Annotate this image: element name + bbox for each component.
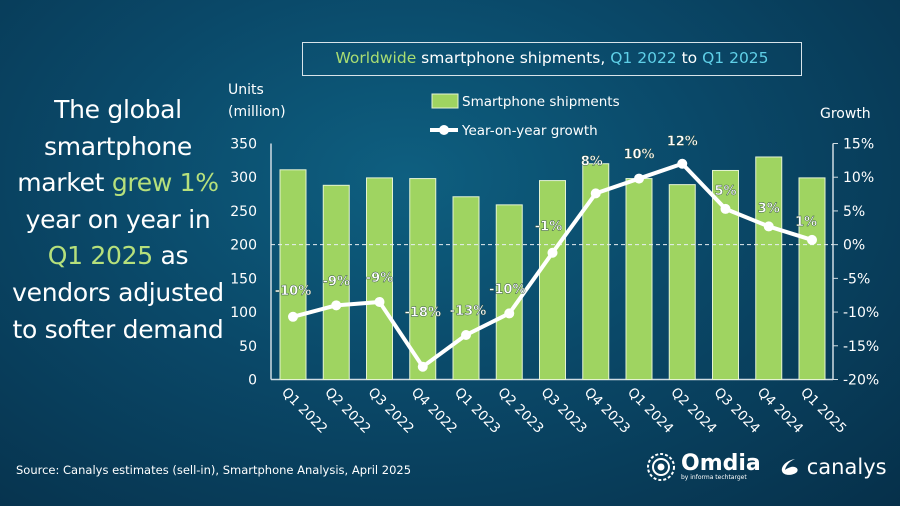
growth-point — [590, 188, 601, 199]
left-tick-label: 50 — [239, 339, 257, 355]
x-tick-label: Q1 2025 — [797, 385, 849, 437]
growth-data-label: -18% — [404, 306, 441, 321]
x-tick-label: Q1 2024 — [624, 385, 676, 437]
legend-line-marker — [439, 125, 449, 135]
headline-text: The global smartphone market — [17, 95, 192, 198]
x-tick-label: Q2 2023 — [494, 385, 546, 437]
growth-data-label: 1% — [795, 215, 817, 230]
x-tick-label: Q1 2023 — [451, 385, 503, 437]
growth-data-label: -13% — [450, 304, 487, 319]
growth-point — [374, 296, 385, 307]
legend-bar-swatch — [431, 93, 459, 109]
source-note: Source: Canalys estimates (sell-in), Sma… — [16, 463, 412, 477]
growth-data-label: -9% — [323, 274, 350, 289]
omdia-logo: Omdia by informa techtarget — [646, 452, 761, 482]
right-axis-title: Growth — [820, 106, 871, 122]
right-tick-label: 5% — [843, 204, 865, 220]
title-part: Q1 2025 — [702, 49, 769, 67]
omdia-wordmark: Omdia — [681, 450, 761, 476]
title-part: Worldwide — [335, 49, 417, 67]
chart-title: Worldwide smartphone shipments, Q1 2022 … — [302, 42, 802, 76]
growth-data-label: -10% — [489, 282, 526, 297]
growth-point — [677, 158, 688, 169]
logos: Omdia by informa techtarget canalys — [646, 452, 887, 482]
left-tick-label: 300 — [230, 170, 257, 186]
x-tick-label: Q4 2023 — [581, 385, 633, 437]
headline-highlight-quarter: Q1 2025 — [47, 241, 153, 271]
growth-point — [417, 361, 428, 372]
left-tick-label: 150 — [230, 271, 257, 287]
title-part: Q1 2022 — [610, 49, 677, 67]
left-tick-label: 100 — [230, 305, 257, 321]
bar-q1-2022 — [279, 169, 307, 380]
legend-label-shipments: Smartphone shipments — [462, 94, 620, 110]
right-tick-label: -20% — [843, 373, 879, 389]
headline-text: as vendors adjusted to softer demand — [12, 241, 224, 344]
x-tick-label: Q2 2022 — [321, 385, 373, 437]
right-tick-label: 10% — [843, 170, 874, 186]
x-tick-label: Q1 2022 — [278, 385, 330, 437]
right-tick-label: -5% — [843, 271, 870, 287]
canalys-icon — [781, 459, 798, 475]
growth-point — [331, 300, 342, 311]
growth-point — [720, 203, 731, 214]
growth-point — [634, 173, 644, 184]
bar-q4-2022 — [409, 178, 437, 380]
x-tick-label: Q3 2022 — [365, 385, 417, 437]
left-tick-label: 350 — [230, 137, 257, 153]
omdia-icon — [647, 453, 675, 481]
bar-q1-2025 — [798, 177, 826, 380]
bar-q2-2024 — [668, 184, 696, 380]
bar-q3-2023 — [539, 180, 566, 380]
bar-q2-2023 — [495, 204, 523, 380]
x-tick-label: Q3 2024 — [711, 385, 763, 437]
left-axis-title: Units — [228, 82, 264, 98]
canalys-logo: canalys — [779, 455, 887, 479]
growth-data-label: 8% — [581, 154, 603, 169]
title-part: to — [676, 49, 703, 67]
bar-q4-2023 — [582, 163, 610, 380]
bar-q4-2024 — [755, 156, 783, 380]
growth-data-label: 3% — [758, 201, 780, 216]
right-tick-label: -15% — [843, 339, 879, 355]
growth-point — [547, 247, 558, 258]
left-axis-title: (million) — [228, 104, 286, 120]
left-tick-label: 200 — [230, 238, 257, 254]
growth-data-label: -9% — [366, 271, 393, 286]
headline-text: year on year in — [25, 204, 211, 234]
x-tick-label: Q2 2024 — [667, 385, 719, 437]
growth-data-label: 12% — [667, 135, 698, 150]
x-tick-label: Q3 2023 — [538, 385, 590, 437]
growth-point — [763, 221, 774, 232]
title-part: smartphone shipments, — [416, 49, 611, 67]
bar-q1-2023 — [452, 196, 480, 380]
growth-point — [288, 311, 298, 322]
growth-data-label: -10% — [275, 284, 312, 299]
canalys-wordmark: canalys — [806, 455, 887, 479]
left-tick-label: 250 — [230, 204, 257, 220]
right-tick-label: 15% — [843, 137, 874, 153]
right-tick-label: 0% — [843, 238, 865, 254]
left-tick-label: 0 — [248, 373, 257, 389]
bar-q3-2022 — [366, 177, 393, 380]
omdia-subtitle: by informa techtarget — [681, 473, 747, 481]
growth-point — [807, 234, 817, 245]
headline: The global smartphone market grew 1% yea… — [8, 92, 228, 348]
growth-data-label: 10% — [623, 148, 654, 163]
headline-highlight-growth: grew 1% — [111, 168, 219, 198]
growth-point — [461, 329, 471, 340]
x-tick-label: Q4 2022 — [408, 385, 460, 437]
right-tick-label: -10% — [843, 305, 879, 321]
growth-data-label: 5% — [714, 184, 736, 199]
bar-q2-2022 — [322, 184, 350, 380]
bar-q1-2024 — [625, 178, 653, 380]
growth-data-label: -1% — [535, 220, 562, 235]
growth-point — [504, 308, 515, 319]
x-tick-label: Q4 2024 — [754, 385, 806, 437]
legend-label-growth: Year-on-year growth — [461, 123, 598, 139]
